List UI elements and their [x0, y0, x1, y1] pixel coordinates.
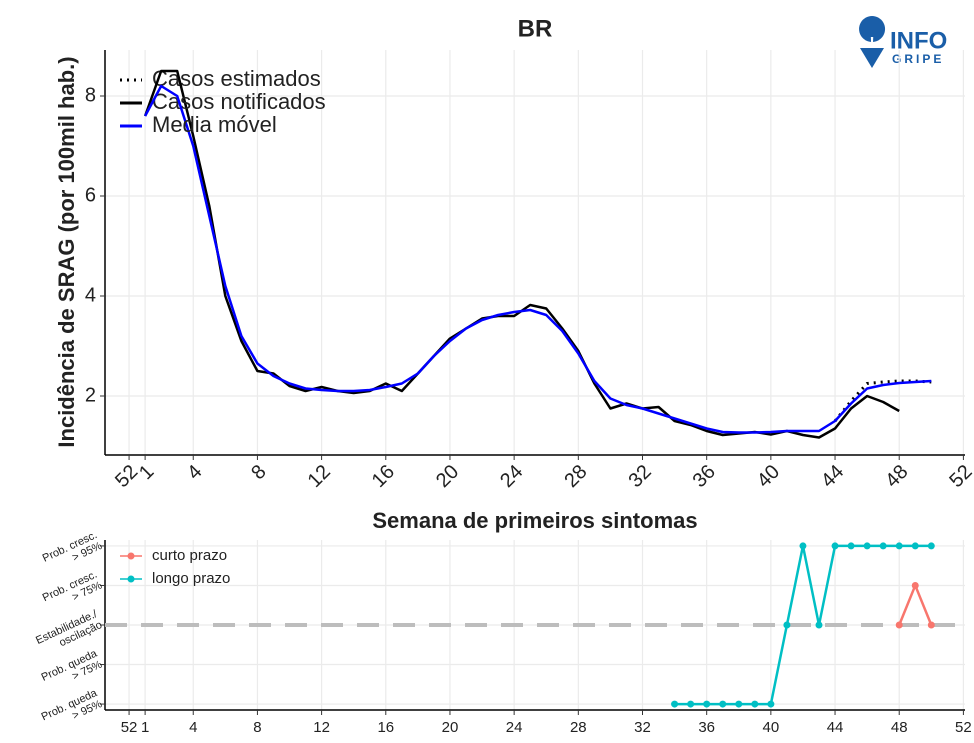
x-tick-label: 24	[506, 719, 523, 736]
x-tick-label: 40	[763, 719, 780, 736]
x-tick-label: 1	[141, 719, 149, 736]
point	[719, 700, 727, 708]
x-axis-title: Semana de primeiros sintomas	[372, 508, 697, 533]
legend-marker	[127, 552, 135, 560]
x-tick-label: 16	[377, 719, 394, 736]
point	[927, 621, 935, 629]
legend-label: curto prazo	[152, 547, 227, 564]
point	[847, 542, 855, 550]
x-tick-label: 36	[698, 719, 715, 736]
point	[799, 542, 807, 550]
point	[687, 700, 695, 708]
point	[895, 621, 903, 629]
legend-marker	[127, 575, 135, 583]
x-tick-label: 20	[442, 719, 459, 736]
y-tick-label: 2	[85, 384, 96, 406]
y-tick-label: 6	[85, 184, 96, 206]
legend-label: Media móvel	[152, 112, 277, 137]
x-tick-label: 12	[313, 719, 330, 736]
point	[879, 542, 887, 550]
x-tick-label: 52	[121, 719, 138, 736]
x-tick-label: 4	[189, 719, 197, 736]
logo: ! INFO GRIPE	[859, 16, 947, 68]
x-tick-label: 52	[955, 719, 972, 736]
point	[767, 700, 775, 708]
point	[831, 542, 839, 550]
logo-subtext: GRIPE	[892, 52, 944, 66]
legend-label: longo prazo	[152, 570, 230, 587]
x-tick-label: 48	[891, 719, 908, 736]
logo-pin-tip	[860, 48, 884, 68]
point	[671, 700, 679, 708]
logo-text: INFO	[890, 27, 947, 54]
point	[735, 700, 743, 708]
x-tick-label: 32	[634, 719, 651, 736]
series-line	[144, 84, 932, 434]
x-tick-label: 28	[570, 719, 587, 736]
point	[911, 542, 919, 550]
chart-title: BR	[518, 15, 553, 42]
point	[911, 581, 919, 589]
point	[751, 700, 759, 708]
point	[895, 542, 903, 550]
logo-mark: !	[869, 35, 874, 52]
y-tick-label: 4	[85, 284, 96, 306]
point	[815, 621, 823, 629]
point	[927, 542, 935, 550]
legend-label: Casos estimados	[152, 66, 321, 91]
y-axis-title: Incidência de SRAG (por 100mil hab.)	[54, 56, 79, 447]
point	[783, 621, 791, 629]
point	[863, 542, 871, 550]
y-tick-label: 8	[85, 84, 96, 106]
x-tick-label: 44	[827, 719, 844, 736]
x-tick-label: 8	[253, 719, 261, 736]
logo-pin	[859, 16, 886, 42]
point	[703, 700, 711, 708]
